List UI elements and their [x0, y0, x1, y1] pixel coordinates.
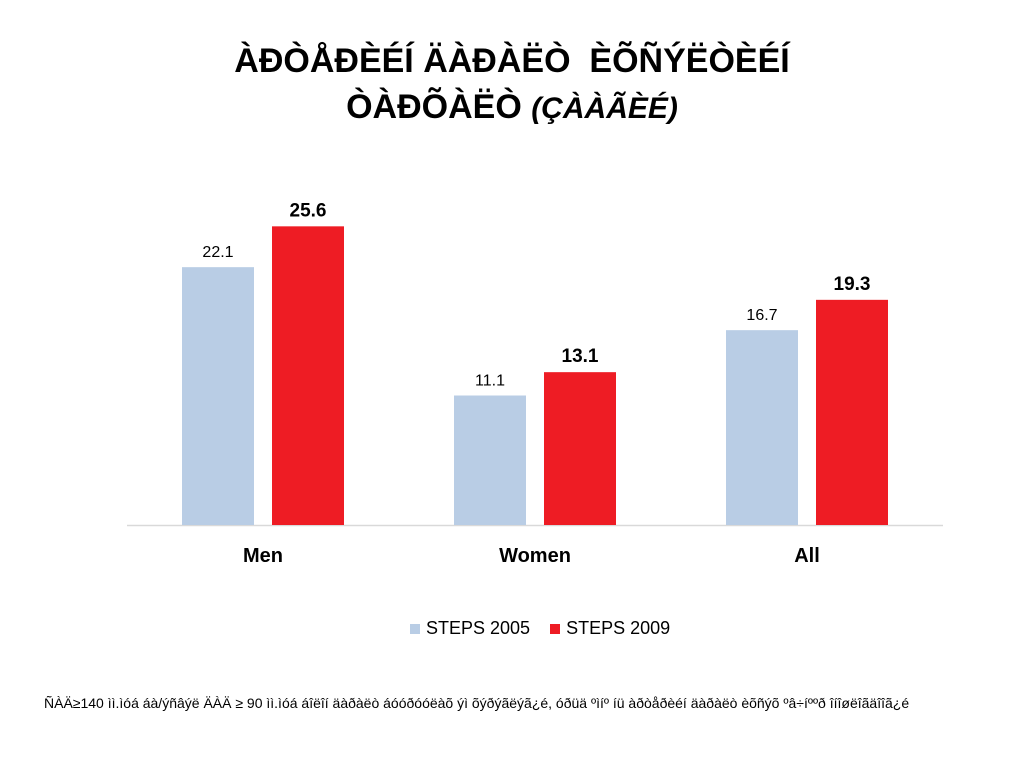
- chart-title-line-2: ÒÀÐÕÀËÒ (ÇÀÀÃÈÉ): [0, 84, 1024, 132]
- x-tick-label-all: All: [794, 545, 820, 567]
- chart-title-line-2-italic: (ÇÀÀÃÈÉ): [531, 92, 678, 125]
- data-label-women-steps-2005: 11.1: [475, 373, 505, 390]
- legend-item-steps-2009: STEPS 2009: [550, 618, 670, 639]
- legend-swatch-steps-2009: [550, 623, 561, 634]
- bar-all-steps-2005: [726, 330, 798, 525]
- x-tick-label-women: Women: [499, 545, 571, 567]
- data-label-women-steps-2009: 13.1: [562, 346, 599, 367]
- chart-title-line-2-main: ÒÀÐÕÀËÒ: [346, 88, 522, 126]
- chart-title-line-1: ÀÐÒÅÐÈÉÍ ÄÀÐÀËÒ ÈÕÑÝËÒÈÉÍ: [234, 42, 790, 80]
- data-label-all-steps-2009: 19.3: [834, 274, 871, 295]
- bar-all-steps-2009: [816, 299, 888, 525]
- data-label-men-steps-2005: 22.1: [202, 244, 233, 261]
- x-tick-label-men: Men: [243, 545, 283, 567]
- chart-legend: STEPS 2005 STEPS 2009: [410, 618, 690, 639]
- bar-chart: 22.1 25.6 Men 11.1 13.1 Women 16.7 19.3 All: [127, 200, 943, 567]
- data-label-all-steps-2005: 16.7: [746, 307, 777, 324]
- legend-label-steps-2009: STEPS 2009: [566, 618, 671, 638]
- legend-swatch-steps-2005: [410, 623, 420, 634]
- bar-men-steps-2005: [182, 267, 254, 525]
- bar-men-steps-2009: [272, 226, 344, 526]
- chart-title: ÀÐÒÅÐÈÉÍ ÄÀÐÀËÒ ÈÕÑÝËÒÈÉÍ ÒÀÐÕÀËÒ (ÇÀÀÃÈ…: [0, 38, 1024, 132]
- legend-item-steps-2005: STEPS 2005: [410, 618, 530, 639]
- bar-women-steps-2005: [454, 395, 526, 525]
- bar-women-steps-2009: [544, 372, 616, 525]
- data-label-men-steps-2009: 25.6: [290, 200, 327, 221]
- footnote: ÑÀÄ≥140 ìì.ìóá áà/ýñâýë ÄÀÄ ≥ 90 ìì.ìóá …: [44, 695, 910, 711]
- legend-label-steps-2005: STEPS 2005: [426, 618, 531, 638]
